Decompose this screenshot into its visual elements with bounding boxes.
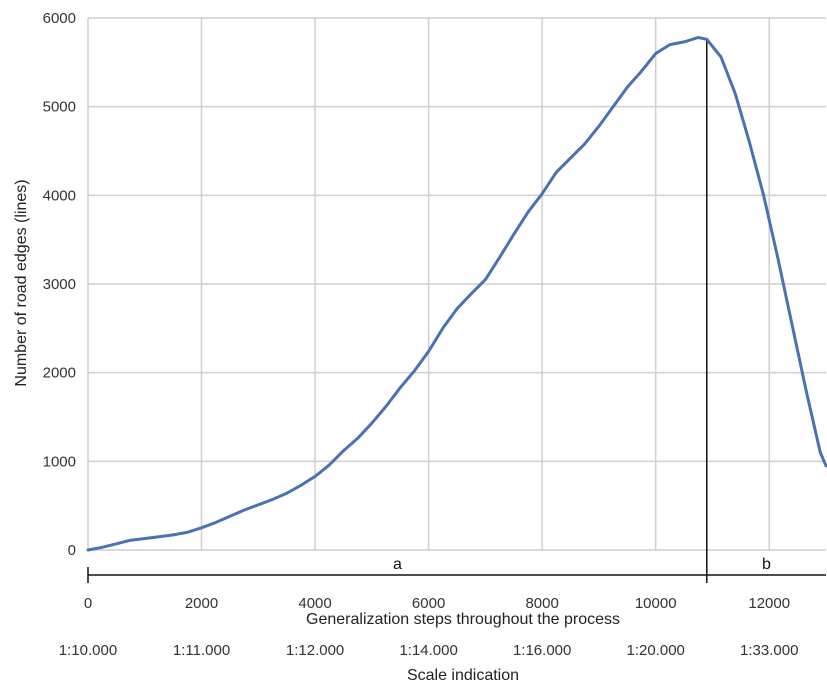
scale-tick-label: 1:10.000 (59, 642, 117, 659)
y-tick-label: 3000 (43, 276, 76, 293)
x-tick-label: 2000 (185, 595, 218, 612)
x-axis-label: Generalization steps throughout the proc… (306, 611, 620, 628)
y-tick-label: 6000 (43, 10, 76, 27)
x-tick-label: 8000 (525, 595, 558, 612)
y-tick-label: 2000 (43, 365, 76, 382)
series-line-0 (86, 36, 827, 552)
x-tick-label: 12000 (748, 595, 790, 612)
region-label-a: a (393, 556, 402, 573)
y-tick-label: 1000 (43, 453, 76, 470)
y-axis-ticks: 0 1000 2000 3000 4000 5000 6000 (43, 10, 76, 559)
region-label-b: b (762, 556, 771, 573)
scale-tick-label: 1:33.000 (740, 642, 798, 659)
scale-axis-label: Scale indication (407, 667, 519, 684)
x-tick-label: 10000 (635, 595, 677, 612)
scale-tick-label: 1:12.000 (286, 642, 344, 659)
y-tick-label: 4000 (43, 187, 76, 204)
x-tick-label: 4000 (298, 595, 331, 612)
series-layer (86, 36, 827, 552)
x-tick-label: 0 (84, 595, 92, 612)
scale-tick-label: 1:20.000 (626, 642, 684, 659)
grid-lines (87, 17, 826, 551)
x-axis-ticks: 0 2000 4000 6000 8000 10000 12000 (84, 595, 790, 612)
y-tick-label: 5000 (43, 99, 76, 116)
scale-tick-label: 1:16.000 (513, 642, 571, 659)
x-tick-label: 6000 (412, 595, 445, 612)
y-axis-label: Number of road edges (lines) (13, 179, 30, 386)
scale-tick-label: 1:11.000 (173, 642, 230, 659)
scale-axis-ticks: 1:10.000 1:11.000 1:12.000 1:14.000 1:16.000… (59, 642, 799, 659)
y-tick-label: 0 (68, 542, 76, 559)
scale-tick-label: 1:14.000 (399, 642, 457, 659)
